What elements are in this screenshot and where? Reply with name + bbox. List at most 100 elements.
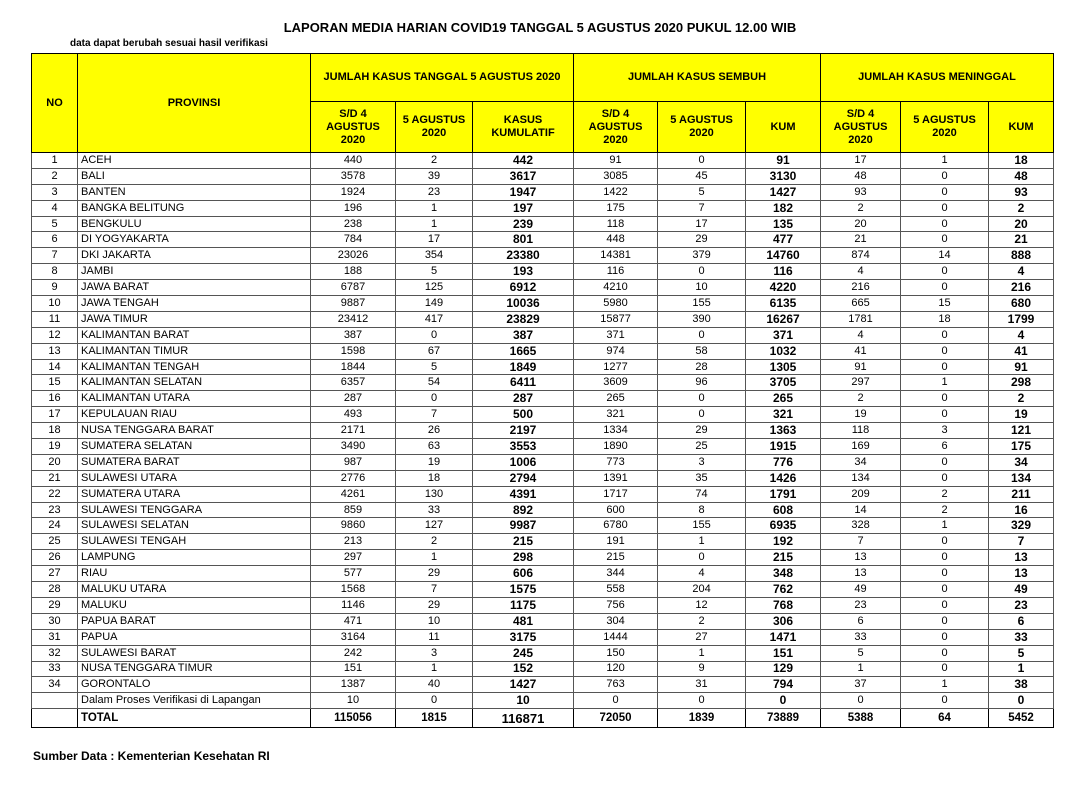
cell-value: 49 [988,581,1055,598]
cell-value: 321 [573,406,659,424]
cell-value: 379 [657,247,747,265]
cell-value: 600 [573,501,659,519]
cell-value: 0 [900,596,990,614]
cell-value: 91 [573,152,659,169]
cell-value: 0 [900,215,990,233]
cell-value: 4 [820,263,902,281]
cell-value: 5 [988,644,1055,662]
cell-value: 19 [395,453,473,471]
province: KALIMANTAN TIMUR [77,342,311,360]
cell-value: 14 [820,501,902,519]
data-row: 20 SUMATERA BARAT 987 19 1006 773 3 776 34 0 34 [31,453,1055,471]
province: DI YOGYAKARTA [77,231,311,249]
cell-value: 13 [988,565,1055,583]
cell-value: 182 [745,199,822,217]
cell-value: 18 [900,310,990,328]
cell-value: 1 [395,199,473,217]
cell-value: 1006 [471,453,575,471]
cell-value: 974 [573,342,659,360]
cell-value: 39 [395,167,473,185]
cell-value: 23 [988,596,1055,614]
cell-value: 1890 [573,438,659,455]
cell-value: 1598 [310,342,396,360]
cell-value: 118 [573,215,659,233]
cell-value: 6912 [471,279,575,297]
cell-value: 1 [820,660,902,678]
cell-value: 1924 [310,183,396,201]
cell-value: 130 [395,485,473,503]
cell-value: 125 [395,279,473,297]
cell-value: 1791 [745,485,822,503]
cell-value: 13 [988,549,1055,567]
cell-value: 21 [988,231,1055,249]
cell-value: 5 [820,644,902,662]
row-no [31,692,78,710]
data-row: 25 SULAWESI TENGAH 213 2 215 191 1 192 7 0 7 [31,533,1055,551]
total-value: 73889 [745,708,822,729]
cell-value: 2 [988,199,1055,217]
cell-value: 16 [988,501,1055,519]
cell-value: 4 [820,326,902,344]
cell-value: 6 [900,438,990,455]
cell-value: 33 [395,501,473,519]
cell-value: 0 [657,326,747,344]
cell-value: 14 [900,247,990,265]
cell-value: 34 [988,453,1055,471]
data-row: 12 KALIMANTAN BARAT 387 0 387 371 0 371 4 0 4 [31,326,1055,344]
cell-value: 3085 [573,167,659,185]
cell-value: 23 [820,596,902,614]
cell-value: 7 [820,533,902,551]
cell-value: 134 [988,469,1055,487]
cell-value: 477 [745,231,822,249]
row-no: 26 [31,549,78,567]
cell-value: 1032 [745,342,822,360]
cell-value: 874 [820,247,902,265]
data-row: 9 JAWA BARAT 6787 125 6912 4210 10 4220 216 0 216 [31,279,1055,297]
column-header: KUM [988,101,1055,153]
cell-value: 155 [657,295,747,312]
cell-value: 390 [657,310,747,328]
cell-value: 344 [573,565,659,583]
cell-value: 2 [657,612,747,630]
row-no: 22 [31,485,78,503]
cell-value: 1175 [471,596,575,614]
total-blank [31,708,78,729]
cell-value: 17 [395,231,473,249]
cell-value: 0 [900,533,990,551]
cell-value: 442 [471,152,575,169]
cell-value: 606 [471,565,575,583]
province: KALIMANTAN BARAT [77,326,311,344]
province: LAMPUNG [77,549,311,567]
province: BANGKA BELITUNG [77,199,311,217]
cell-value: 29 [395,596,473,614]
cell-value: 0 [395,326,473,344]
cell-value: 0 [900,660,990,678]
cell-value: 892 [471,501,575,519]
province: SUMATERA BARAT [77,453,311,471]
cell-value: 6 [820,612,902,630]
cell-value: 1 [988,660,1055,678]
row-no: 10 [31,295,78,312]
group-header: JUMLAH KASUS SEMBUH [573,53,822,102]
row-no: 31 [31,628,78,646]
cell-value: 4 [657,565,747,583]
cell-value: 6 [988,612,1055,630]
row-no: 5 [31,215,78,233]
cell-value: 48 [820,167,902,185]
data-row: 10 JAWA TENGAH 9887 149 10036 5980 155 6135 665 1… [31,295,1055,312]
cell-value: 1849 [471,358,575,376]
source: Sumber Data : Kementerian Kesehatan RI [33,749,270,763]
cell-value: 0 [657,263,747,281]
cell-value: 297 [820,374,902,392]
cell-value: 48 [988,167,1055,185]
cell-value: 14381 [573,247,659,265]
group-header: JUMLAH KASUS MENINGGAL [820,53,1055,102]
cell-value: 1947 [471,183,575,201]
cell-value: 49 [820,581,902,598]
cell-value: 1471 [745,628,822,646]
cell-value: 1844 [310,358,396,376]
cell-value: 14760 [745,247,822,265]
cell-value: 31 [657,676,747,694]
cell-value: 1 [395,215,473,233]
data-row: 14 KALIMANTAN TENGAH 1844 5 1849 1277 28 1305 91… [31,358,1055,376]
